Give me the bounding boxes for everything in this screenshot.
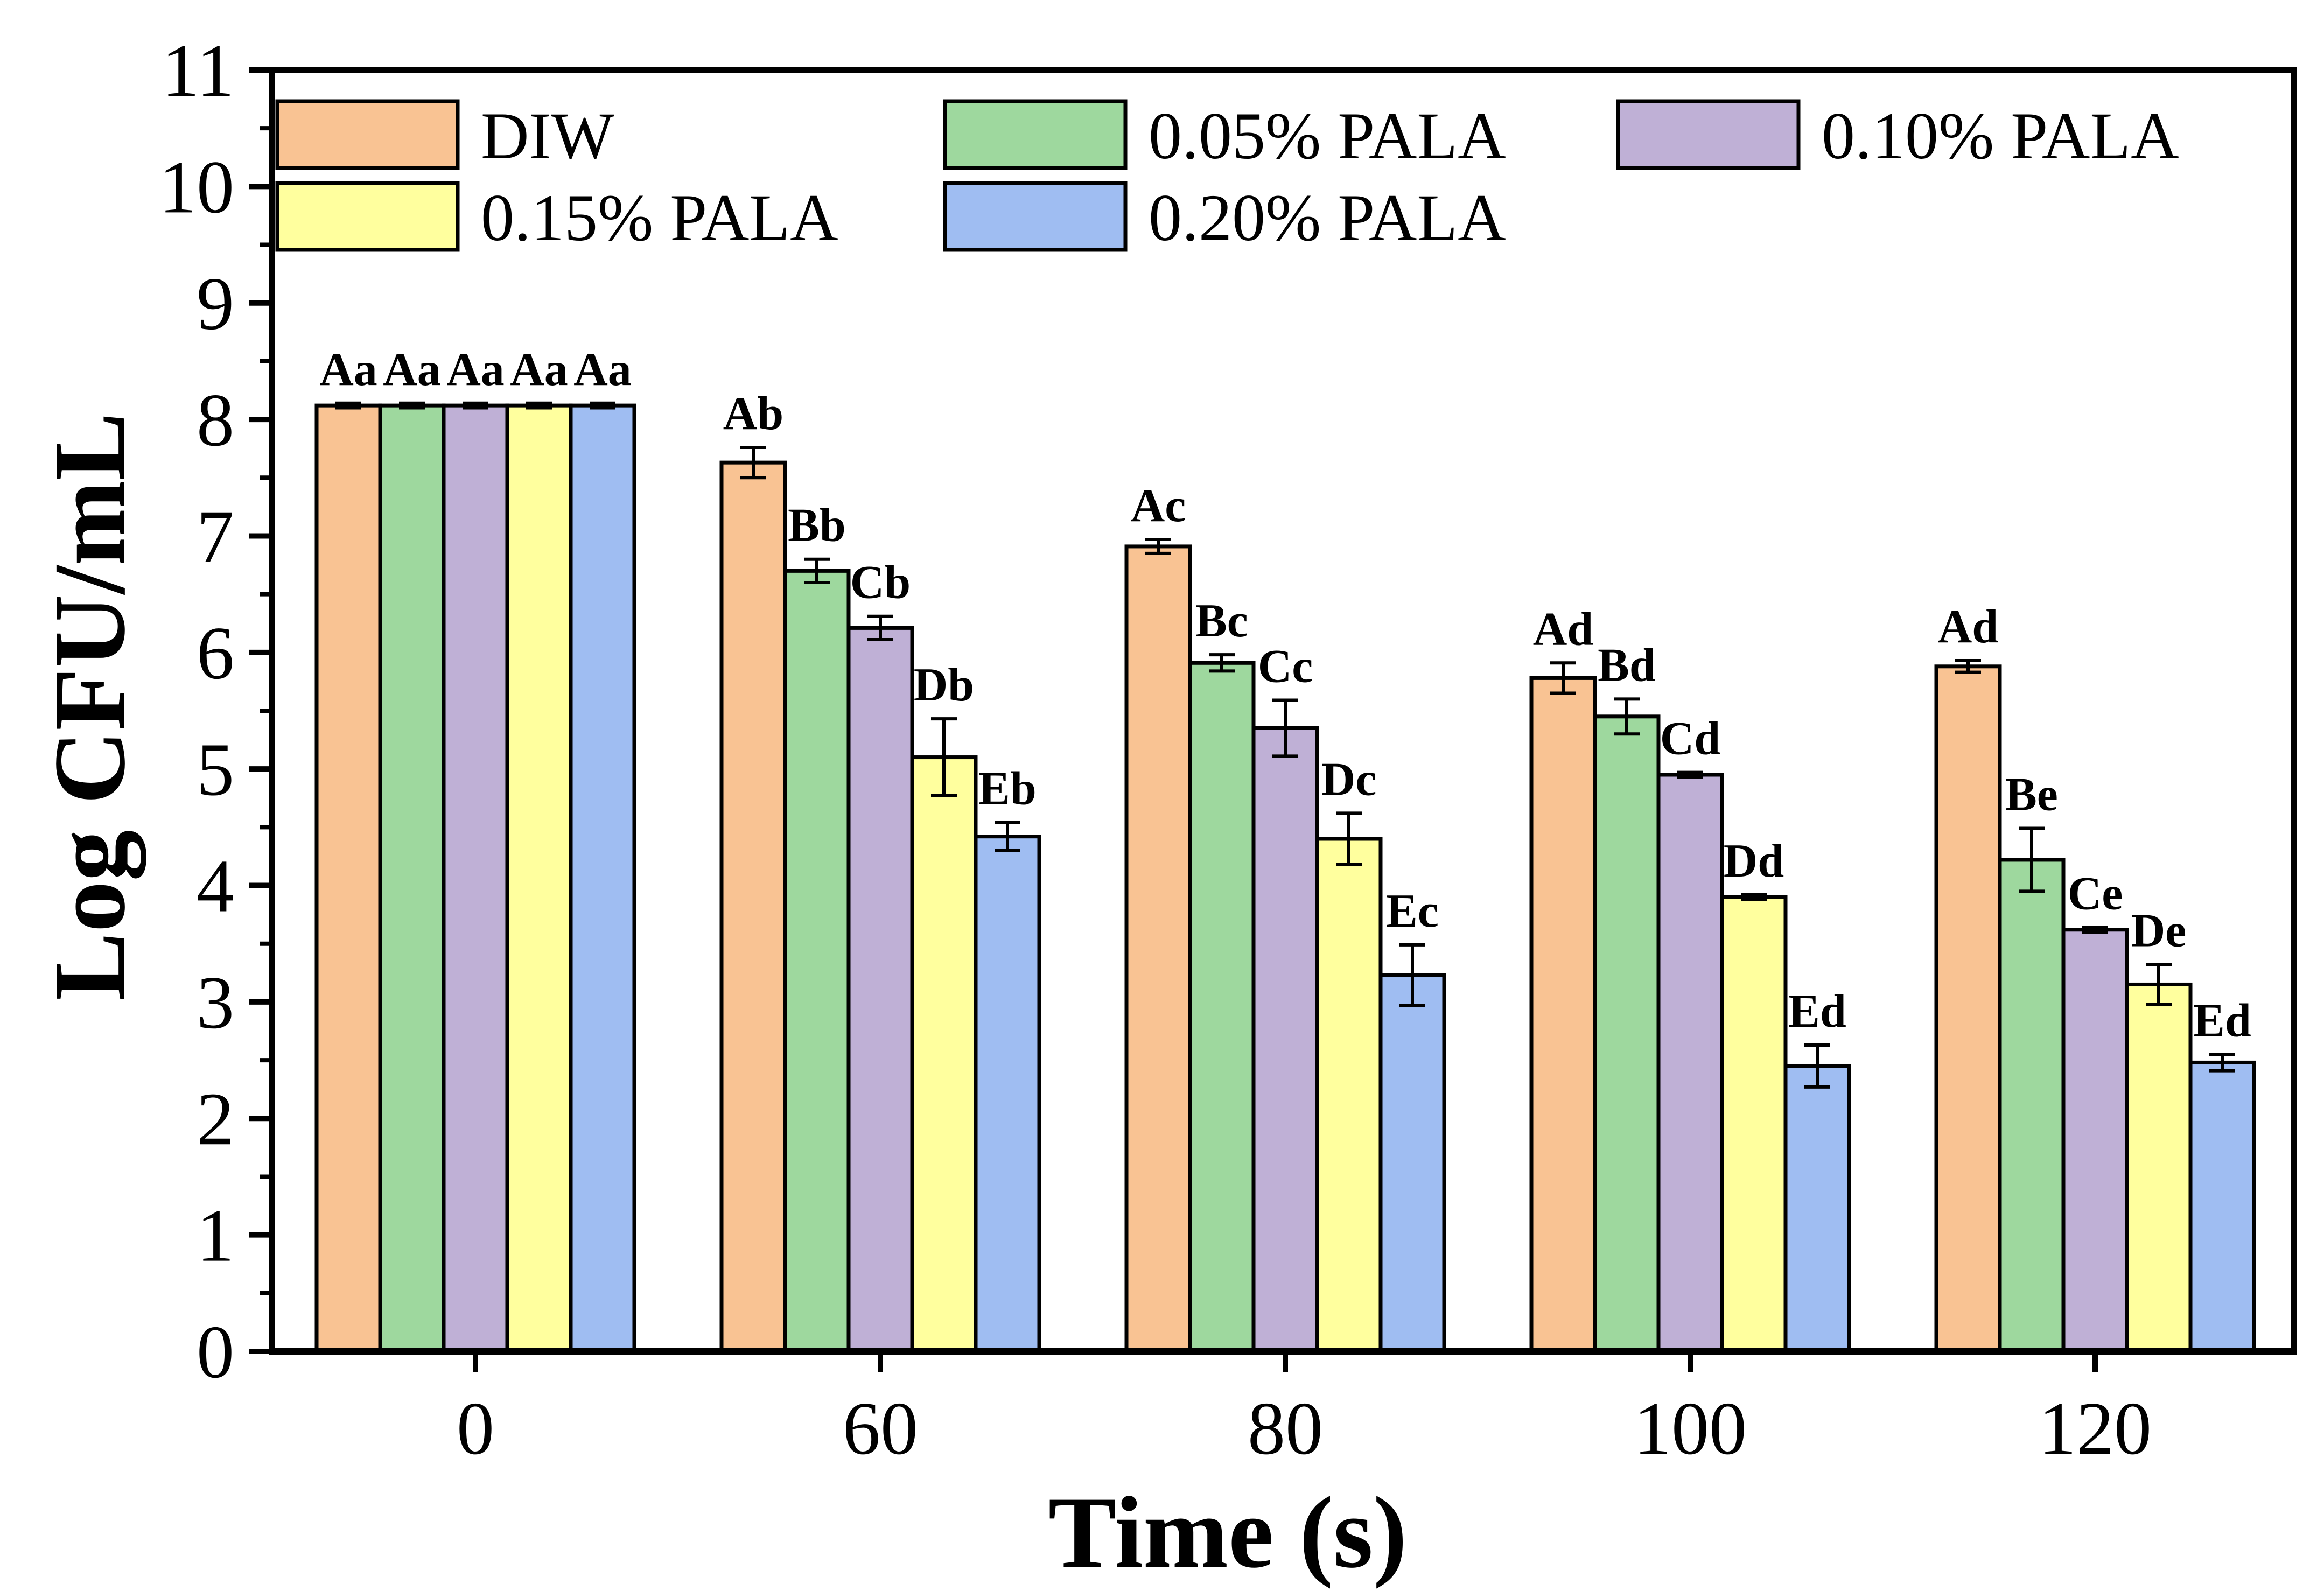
data-label: Ed	[1788, 985, 1846, 1038]
data-label: Be	[2005, 769, 2058, 821]
legend-swatch	[943, 99, 1128, 170]
data-label: Bd	[1598, 639, 1656, 691]
bar	[442, 403, 509, 1354]
bar	[569, 403, 636, 1354]
data-label: Aa	[319, 344, 377, 396]
y-tick-label: 2	[197, 1077, 234, 1161]
data-label: Bc	[1195, 595, 1248, 647]
legend-label: 0.20% PALA	[1149, 181, 1506, 255]
bar	[1529, 676, 1597, 1354]
x-tick-label: 100	[1634, 1387, 1747, 1470]
bar	[1656, 773, 1724, 1354]
legend-label: 0.05% PALA	[1149, 99, 1506, 173]
bar	[378, 403, 446, 1354]
y-tick-label: 6	[197, 612, 234, 695]
y-tick-label: 9	[197, 262, 234, 346]
bar	[505, 403, 573, 1354]
legend-label: 0.10% PALA	[1822, 99, 2179, 173]
legend-swatch	[1616, 99, 1801, 170]
x-tick-label: 0	[457, 1387, 494, 1470]
bar	[1720, 895, 1788, 1354]
bars-layer: Aa Aa Aa Aa AaAbBbCbDbEbAcBcCcDcEcAdBdCdDdEd…	[314, 344, 2256, 1354]
data-label: Ad	[1938, 601, 1999, 653]
data-label: De	[2131, 905, 2187, 957]
data-label: Eb	[978, 763, 1037, 815]
data-label: Ad	[1533, 603, 1594, 655]
bar	[1124, 544, 1192, 1354]
y-axis-title: Log CFU/mL	[33, 412, 146, 1001]
legend-swatch	[275, 99, 460, 170]
x-axis-title: Time (s)	[1048, 1476, 1408, 1589]
bar	[2125, 982, 2193, 1354]
y-tick-label: 11	[162, 29, 234, 113]
bar	[1934, 664, 2002, 1354]
data-label: Aa	[510, 344, 568, 396]
y-tick-label: 5	[197, 728, 234, 811]
legend-swatch	[275, 181, 460, 252]
x-tick-label: 120	[2039, 1387, 2152, 1470]
axes-layer: 0 1 2 3 4 5 6 7 8 9 10 11 0 60 80 100 120	[159, 29, 2297, 1470]
bar	[719, 460, 787, 1354]
bar	[1188, 661, 1256, 1354]
data-label: Aa	[573, 344, 632, 396]
y-tick-label: 0	[197, 1310, 234, 1394]
bar	[1315, 837, 1383, 1354]
y-tick-label: 10	[159, 145, 234, 229]
data-label: Ac	[1131, 480, 1186, 532]
y-tick-label: 4	[197, 845, 234, 928]
bar	[2061, 928, 2129, 1354]
bar	[846, 626, 914, 1354]
y-tick-label: 1	[197, 1194, 234, 1278]
data-label: Bb	[788, 500, 846, 552]
data-label: Ab	[723, 388, 784, 440]
data-label: Cb	[850, 557, 911, 609]
bar	[1378, 973, 1446, 1354]
data-label: Aa	[446, 344, 505, 396]
x-tick-label: 80	[1248, 1387, 1323, 1470]
bar	[2188, 1060, 2256, 1354]
y-tick-label: 3	[197, 961, 234, 1045]
bar	[1998, 858, 2066, 1354]
data-label: Db	[914, 659, 975, 711]
legend: DIW 0.05% PALA 0.10% PALA 0.15% PALA 0.20% P…	[275, 99, 2179, 255]
y-tick-label: 8	[197, 379, 234, 462]
data-label: Ed	[2193, 994, 2251, 1047]
data-label: Ec	[1386, 885, 1439, 937]
y-tick-label: 7	[197, 495, 234, 578]
data-label: Cc	[1258, 641, 1313, 693]
legend-label: 0.15% PALA	[481, 181, 838, 255]
data-label: Aa	[383, 344, 441, 396]
bar	[974, 835, 1041, 1354]
legend-swatch	[943, 181, 1128, 252]
bar	[314, 403, 382, 1354]
legend-label: DIW	[481, 99, 614, 173]
bar	[1251, 726, 1319, 1354]
data-label: Dd	[1724, 835, 1784, 887]
data-label: Cd	[1660, 713, 1721, 765]
data-label: Dc	[1321, 753, 1377, 805]
bar	[910, 755, 978, 1354]
bar	[1783, 1064, 1851, 1354]
bar	[783, 569, 851, 1354]
data-label: Ce	[2068, 867, 2123, 920]
bar	[1593, 714, 1661, 1354]
x-tick-label: 60	[843, 1387, 918, 1470]
